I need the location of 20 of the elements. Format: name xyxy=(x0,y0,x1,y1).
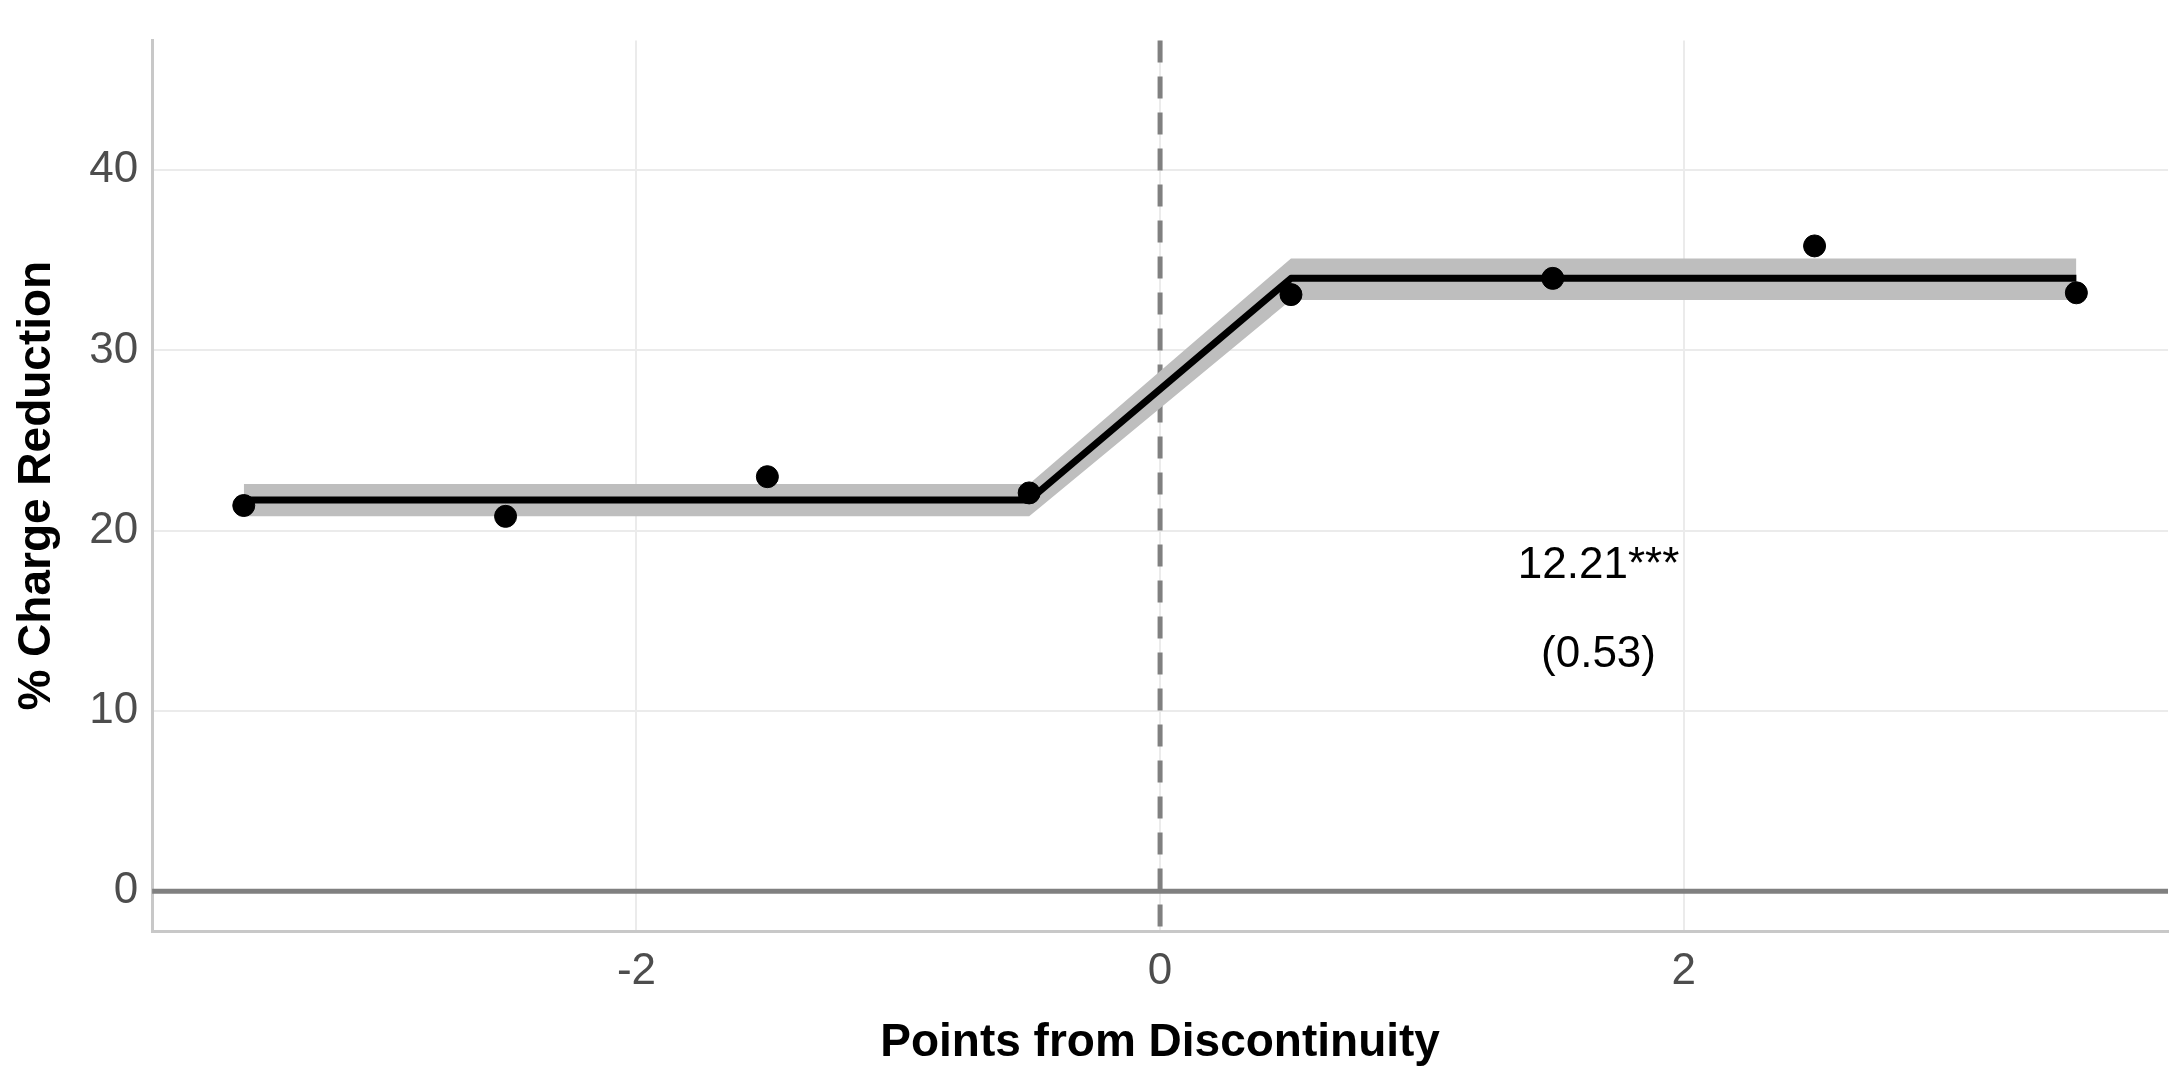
annotation: 12.21*** xyxy=(1517,537,1680,587)
point xyxy=(1279,283,1303,307)
annotation: (0.53) xyxy=(1541,627,1656,677)
point xyxy=(1541,266,1565,290)
point xyxy=(494,504,518,528)
y-tick-label: 10 xyxy=(89,683,139,733)
y-tick-label: 40 xyxy=(89,142,139,192)
point xyxy=(755,465,779,489)
x-tick-label: 2 xyxy=(1671,943,1696,993)
point xyxy=(1017,481,1041,505)
x-tick-label: -2 xyxy=(616,943,657,993)
point xyxy=(1803,234,1827,258)
x-tick-label: 0 xyxy=(1147,943,1173,993)
y-axis-title: % Charge Reduction xyxy=(8,260,61,711)
y-tick-label: 0 xyxy=(113,863,139,913)
point xyxy=(2064,281,2088,305)
x-axis-title: Points from Discontinuity xyxy=(880,1014,1441,1067)
y-tick-label: 30 xyxy=(89,322,139,372)
point xyxy=(232,494,256,518)
y-tick-label: 20 xyxy=(89,502,139,552)
